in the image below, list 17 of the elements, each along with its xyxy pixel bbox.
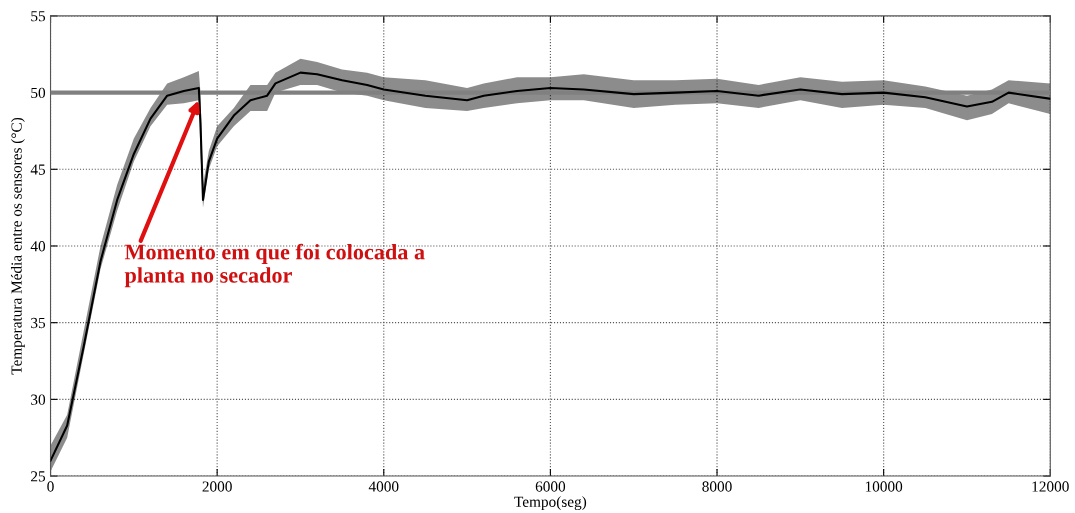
- y-axis-title: Temperatura Média entre os sensores (°C): [10, 117, 25, 375]
- x-tick-label: 0: [47, 481, 54, 492]
- x-tick-label: 12000: [1032, 481, 1069, 492]
- y-tick-label: 35: [31, 317, 46, 329]
- y-tick-label: 45: [30, 164, 46, 175]
- x-axis-title: Tempo(seg): [514, 496, 587, 511]
- y-tick-label: 55: [31, 11, 46, 22]
- x-tick-label: 2000: [202, 481, 232, 492]
- x-tick-label: 8000: [702, 481, 732, 492]
- x-tick-label: 6000: [535, 481, 566, 492]
- x-tick-label: 10000: [865, 481, 903, 492]
- x-tick-label: 4000: [368, 481, 399, 492]
- y-tick-label: 25: [31, 471, 46, 482]
- y-tick-label: 40: [30, 241, 46, 252]
- y-tick-label: 30: [31, 394, 46, 405]
- annotation: Momento em que foi colocada a planta no secador: [124, 243, 425, 288]
- y-tick-label: 50: [31, 87, 46, 99]
